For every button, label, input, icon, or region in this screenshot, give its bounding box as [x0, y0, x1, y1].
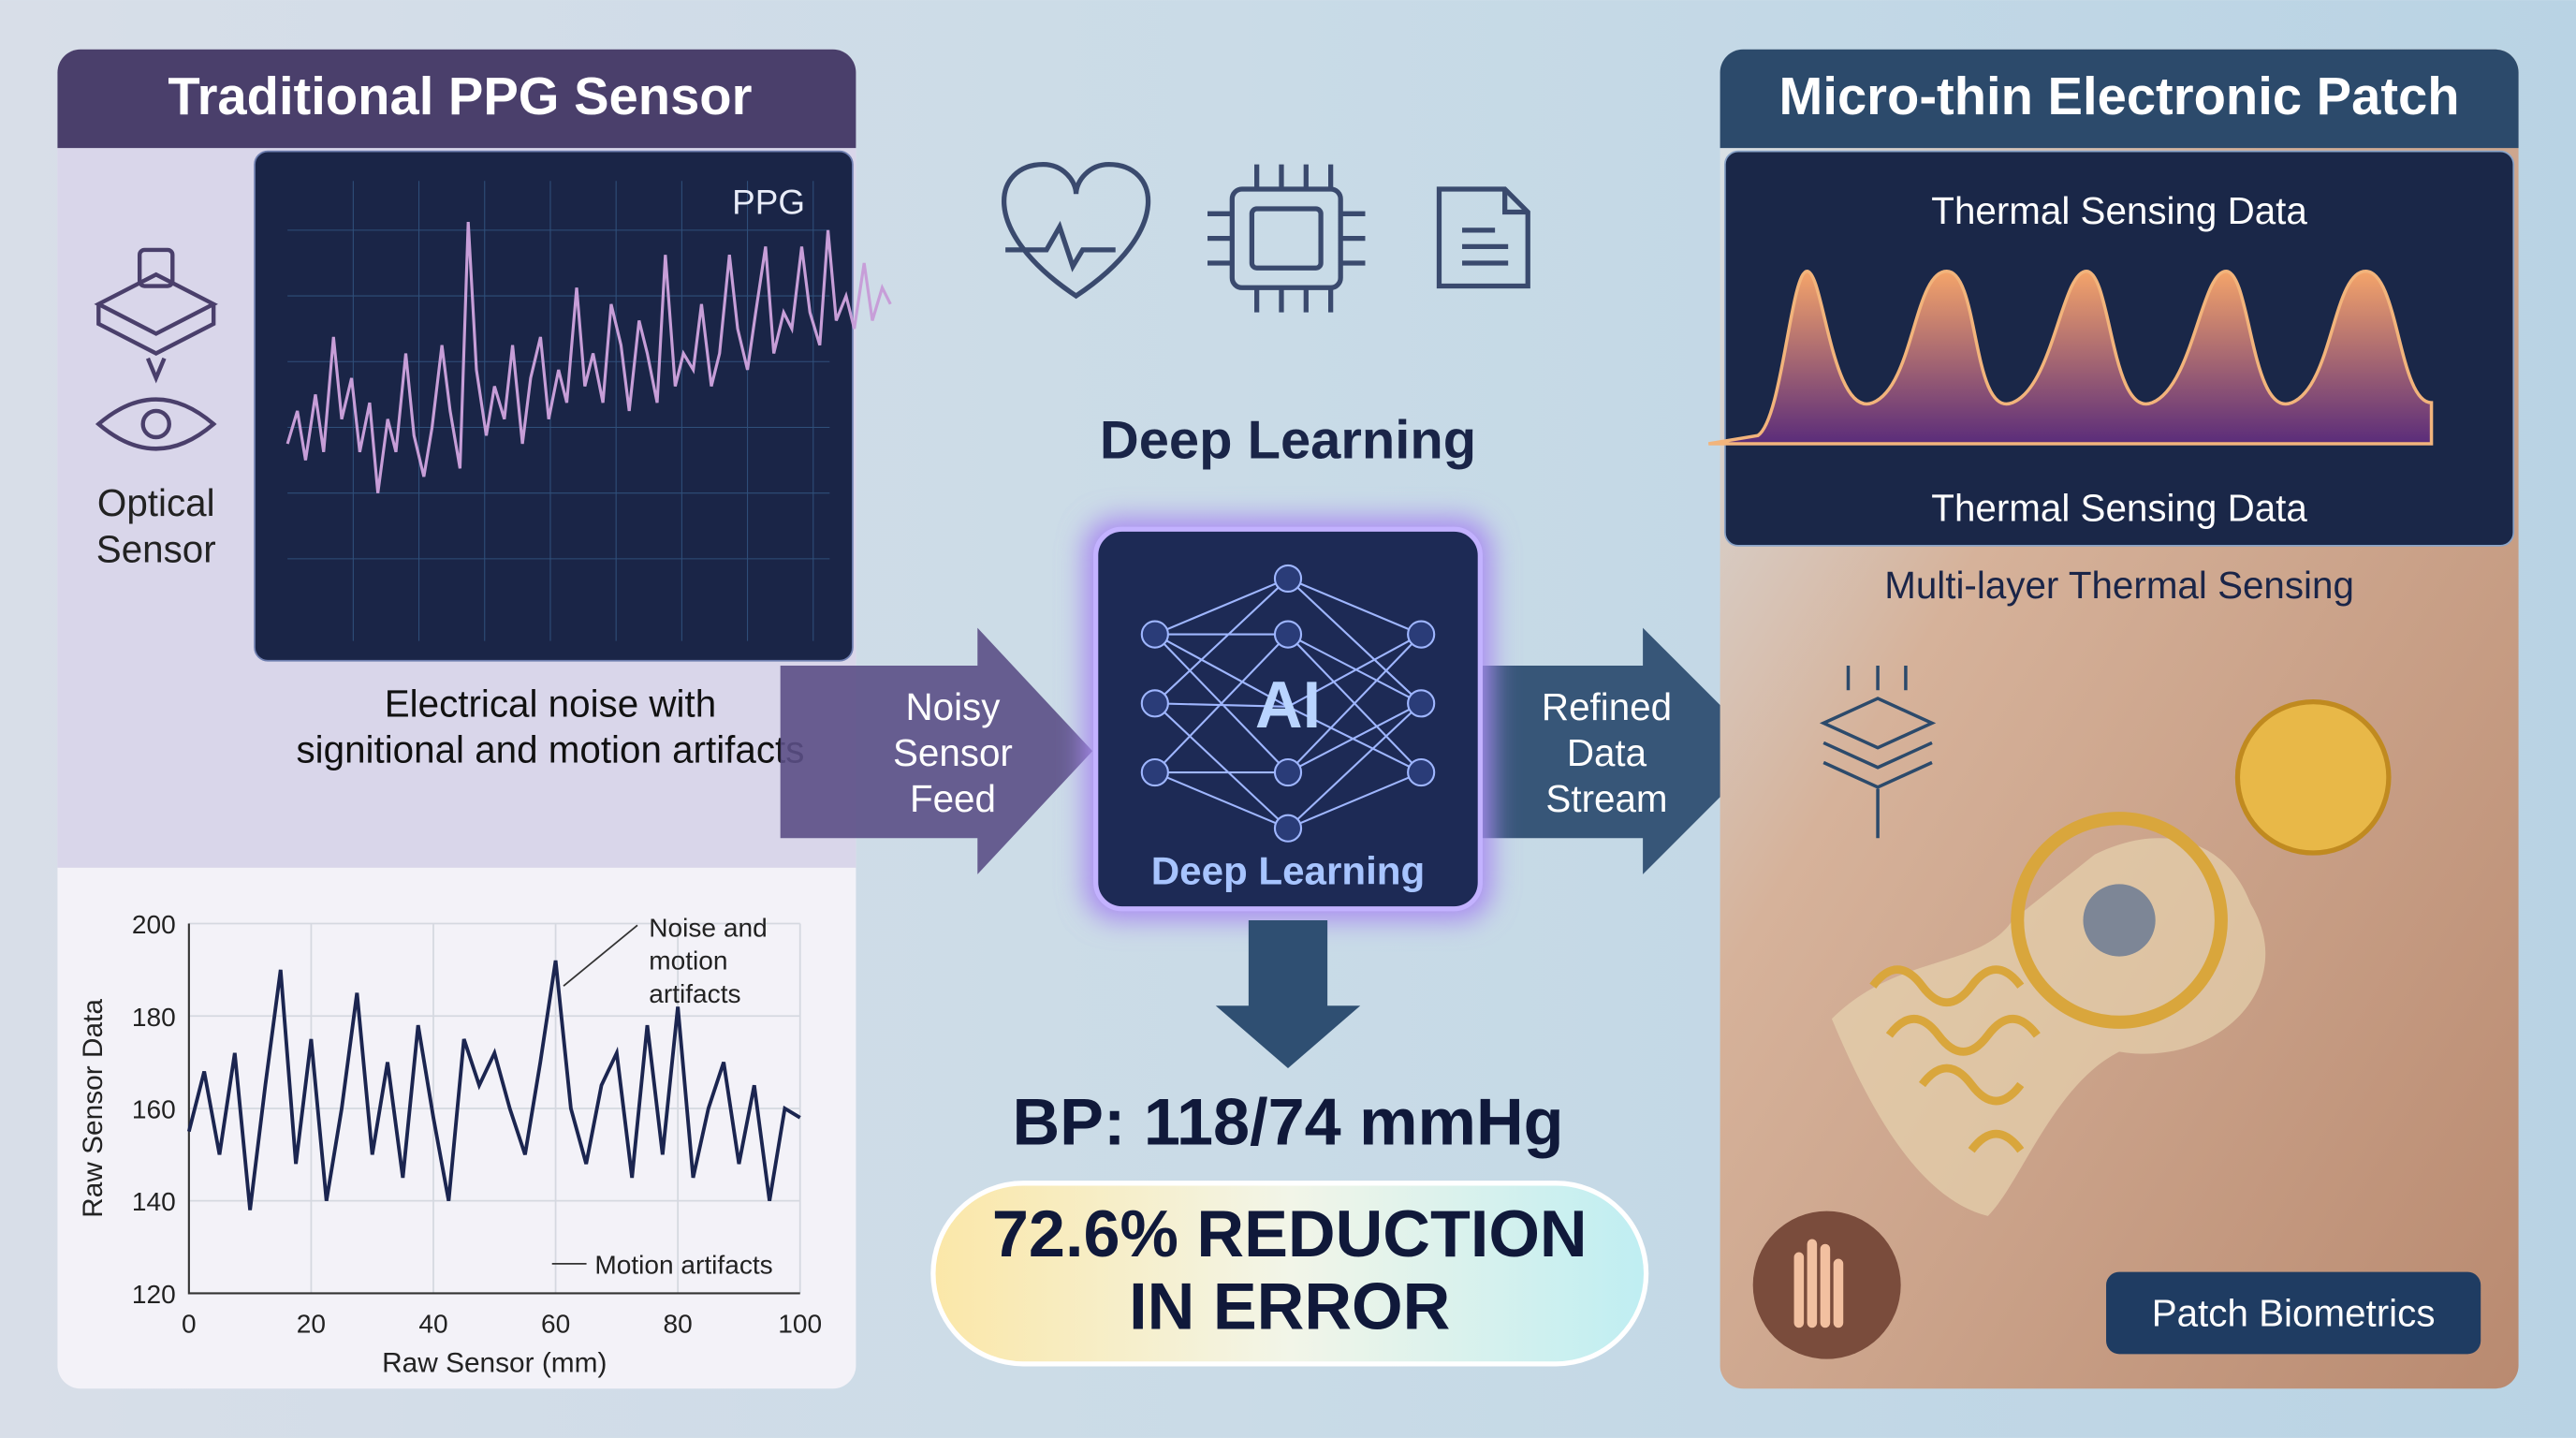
thermal-title: Thermal Sensing Data — [1931, 189, 2307, 232]
input-label: Feed — [910, 777, 996, 820]
annotation-leader — [563, 924, 638, 987]
output-label: Refined — [1542, 685, 1672, 728]
right-title-bar — [1720, 49, 2519, 149]
network — [1140, 564, 1436, 843]
x-tick-label: 100 — [778, 1310, 822, 1339]
input-arrow — [780, 627, 1093, 874]
annotation: Motion artifacts — [594, 1250, 772, 1279]
caption: signitional and motion artifacts — [297, 728, 805, 771]
output-label: Data — [1567, 731, 1647, 774]
output-arrow — [1478, 627, 1766, 874]
down-arrow — [1215, 920, 1361, 1068]
y-tick-label: 160 — [132, 1094, 176, 1123]
y-tick-label: 120 — [132, 1280, 176, 1309]
sensor-label: Sensor — [96, 527, 216, 570]
x-tick-label: 0 — [182, 1310, 197, 1339]
input-label: Noisy — [905, 685, 1001, 728]
ppg-waveform — [285, 221, 892, 493]
ai-box — [1093, 526, 1483, 912]
result: 72.6% REDUCTION — [992, 1196, 1588, 1270]
left-title-bar — [57, 49, 856, 149]
data-line — [186, 960, 801, 1211]
ai-label: AI — [1255, 668, 1321, 741]
input-label: Sensor — [893, 731, 1013, 774]
thermal-waveform — [1708, 269, 2434, 446]
thermal-box — [1723, 150, 2515, 547]
raw-chart: 120 140 160 180 200 0 20 40 60 80 100 Raw Sensor (m… — [78, 910, 822, 1379]
bp-reading: BP: 118/74 mmHg — [1012, 1085, 1563, 1159]
hand-fingers — [1793, 1239, 1844, 1328]
badge-label: Patch Biometrics — [2152, 1292, 2436, 1335]
x-tick-label: 20 — [297, 1310, 326, 1339]
patch — [1831, 698, 2392, 1216]
badge — [2106, 1271, 2481, 1355]
output-label: Stream — [1545, 777, 1667, 820]
x-tick-label: 40 — [418, 1310, 447, 1339]
y-axis-label: Raw Sensor Data — [78, 999, 109, 1218]
layers-icon — [1819, 665, 1937, 839]
y-tick-label: 200 — [132, 910, 176, 939]
axes — [187, 923, 800, 1295]
x-axis-label: Raw Sensor (mm) — [382, 1348, 607, 1379]
ppg-box — [254, 150, 854, 662]
header-icons — [1002, 162, 1530, 313]
annotation: artifacts — [649, 979, 740, 1008]
x-tick-label: 80 — [664, 1310, 693, 1339]
right-title: Micro-thin Electronic Patch — [1779, 66, 2460, 125]
right-subtitle: Multi-layer Thermal Sensing — [1884, 564, 2354, 607]
y-tick-label: 140 — [132, 1187, 176, 1216]
y-tick-label: 180 — [132, 1003, 176, 1032]
sensor-label: Optical — [97, 481, 215, 524]
ai-caption: Deep Learning — [1151, 848, 1425, 892]
result-pill — [930, 1181, 1649, 1367]
optical-icon — [94, 247, 218, 451]
thermal-caption: Thermal Sensing Data — [1931, 487, 2307, 530]
result: IN ERROR — [1129, 1269, 1450, 1343]
annotation: motion — [649, 946, 727, 976]
caption: Electrical noise with — [385, 682, 716, 725]
ppg-label: PPG — [732, 183, 805, 221]
left-title: Traditional PPG Sensor — [168, 66, 752, 125]
x-tick-label: 60 — [541, 1310, 570, 1339]
center-heading: Deep Learning — [1100, 410, 1476, 470]
annotation: Noise and — [649, 914, 767, 943]
